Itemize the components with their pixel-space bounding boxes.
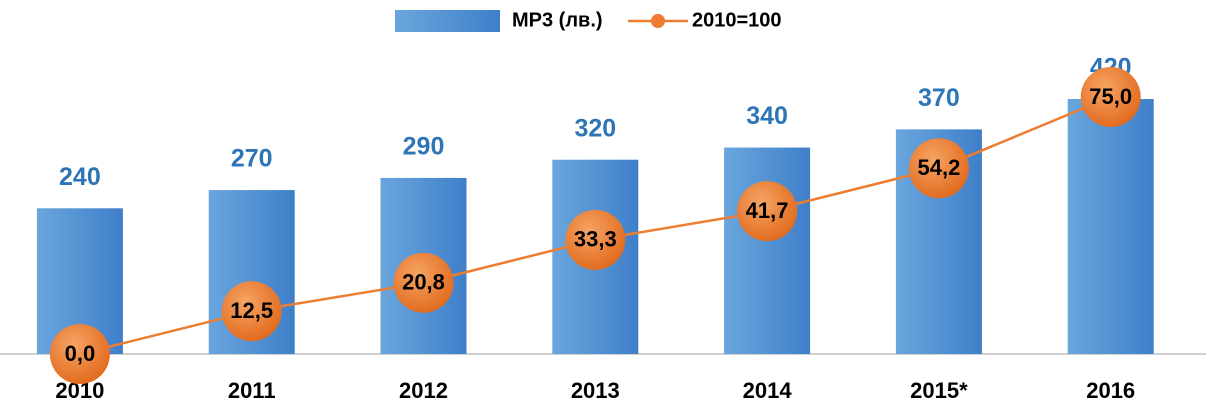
legend-dot bbox=[651, 14, 665, 28]
line-value-label: 54,2 bbox=[917, 155, 960, 180]
bar bbox=[724, 147, 811, 354]
legend-label: МР3 (лв.) bbox=[512, 9, 603, 31]
x-tick-label: 2015* bbox=[910, 378, 968, 403]
line-marker bbox=[565, 209, 626, 270]
line-marker bbox=[393, 252, 454, 313]
line-value-label: 12,5 bbox=[230, 298, 273, 323]
bar-value-label: 320 bbox=[574, 114, 616, 142]
x-tick-label: 2013 bbox=[571, 378, 620, 403]
bar-value-label: 270 bbox=[231, 145, 273, 173]
x-tick-label: 2011 bbox=[228, 378, 276, 403]
bar-value-label: 290 bbox=[403, 133, 445, 161]
legend-label: 2010=100 bbox=[692, 9, 782, 31]
line-value-label: 75,0 bbox=[1089, 84, 1132, 109]
line-marker bbox=[737, 181, 798, 242]
bar-value-label: 340 bbox=[746, 102, 788, 130]
line-marker bbox=[221, 281, 282, 342]
bar-value-label: 370 bbox=[918, 84, 960, 112]
x-tick-label: 2014 bbox=[743, 378, 793, 403]
line-value-label: 20,8 bbox=[402, 270, 445, 295]
x-tick-label: 2012 bbox=[399, 378, 448, 403]
bar-value-label: 240 bbox=[59, 163, 101, 191]
legend-swatch bbox=[395, 10, 500, 32]
line-value-label: 41,7 bbox=[746, 198, 789, 223]
line-value-label: 33,3 bbox=[574, 227, 617, 252]
line-marker bbox=[908, 138, 969, 199]
line-value-label: 0,0 bbox=[65, 341, 96, 366]
line-marker bbox=[1080, 67, 1141, 127]
line-marker bbox=[49, 324, 110, 384]
bar bbox=[1067, 99, 1154, 354]
x-tick-label: 2016 bbox=[1086, 378, 1135, 403]
